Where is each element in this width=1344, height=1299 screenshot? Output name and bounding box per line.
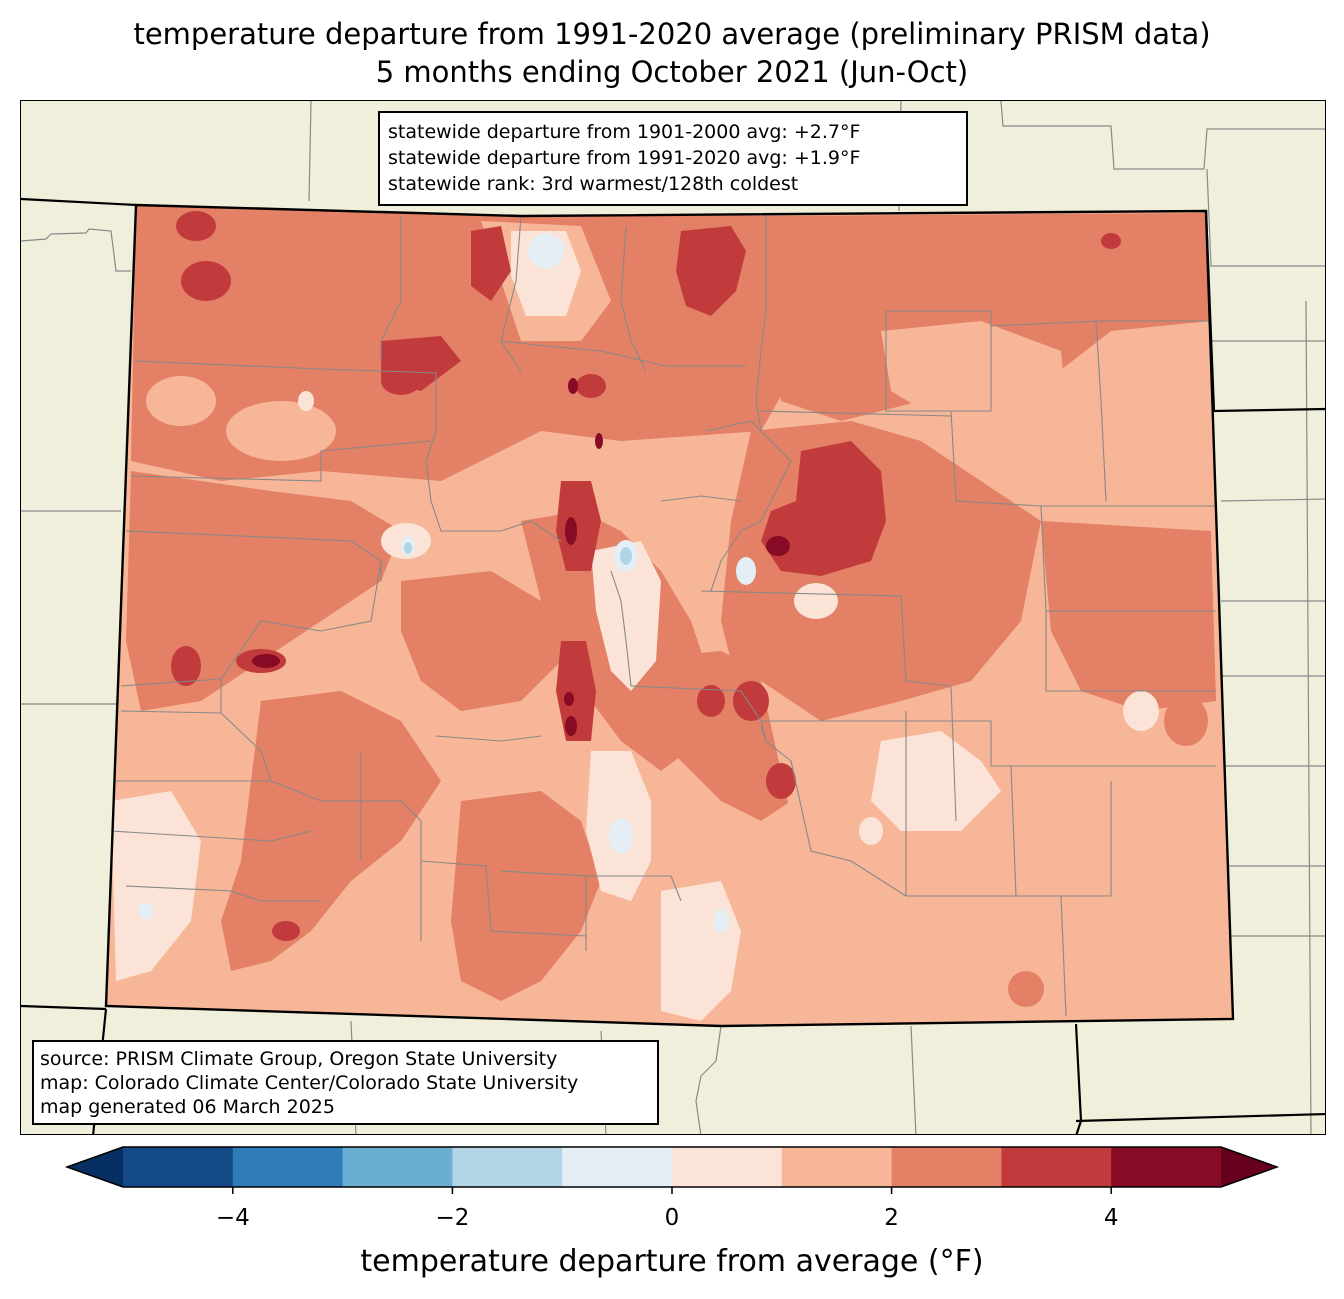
colorbar-segment xyxy=(452,1147,563,1187)
source-prism: source: PRISM Climate Group, Oregon Stat… xyxy=(40,1048,558,1070)
colorbar-segment xyxy=(781,1147,893,1187)
colorbar-segment xyxy=(1111,1147,1222,1187)
map-panel xyxy=(20,100,1326,1135)
colorbar-tick-label: −4 xyxy=(215,1205,250,1231)
colorbar xyxy=(64,1146,1280,1194)
colorbar-segment xyxy=(232,1147,344,1187)
colorbar-under-arrow xyxy=(67,1147,123,1187)
colorbar-tick-label: 2 xyxy=(884,1205,899,1231)
stats-departure-1901-2000: statewide departure from 1901-2000 avg: … xyxy=(388,121,861,143)
stats-departure-1991-2020: statewide departure from 1991-2020 avg: … xyxy=(388,147,861,169)
colorbar-tick-label: −2 xyxy=(435,1205,470,1231)
colorbar-outline xyxy=(64,1146,1280,1188)
colorbar-tick-label: 0 xyxy=(664,1205,680,1231)
colorbar-label: temperature departure from average (°F) xyxy=(360,1244,984,1279)
neighbor-state-lines xyxy=(21,101,1325,1134)
map-title: temperature departure from 1991-2020 ave… xyxy=(133,17,1211,51)
stats-rank: statewide rank: 3rd warmest/128th coldes… xyxy=(388,173,799,195)
colorbar-tick-label: 4 xyxy=(1103,1205,1119,1231)
colorbar-segment xyxy=(672,1147,783,1187)
colorbar-segment xyxy=(562,1147,673,1187)
colorbar-segment xyxy=(1001,1147,1112,1187)
colorado-state-border xyxy=(104,203,1235,1028)
county-boundaries xyxy=(110,215,1216,1017)
colorbar-over-arrow xyxy=(1221,1147,1277,1187)
source-map-credit: map: Colorado Climate Center/Colorado St… xyxy=(40,1072,579,1094)
statewide-stats-box: statewide departure from 1901-2000 avg: … xyxy=(378,111,968,206)
source-generated-date: map generated 06 March 2025 xyxy=(40,1096,335,1118)
colorbar-segment xyxy=(123,1147,234,1187)
colorbar-segment xyxy=(342,1147,453,1187)
source-credits-box: source: PRISM Climate Group, Oregon Stat… xyxy=(32,1040,659,1125)
map-subtitle: 5 months ending October 2021 (Jun-Oct) xyxy=(375,55,969,89)
colorbar-segment xyxy=(891,1147,1002,1187)
map-canvas xyxy=(21,101,1325,1134)
